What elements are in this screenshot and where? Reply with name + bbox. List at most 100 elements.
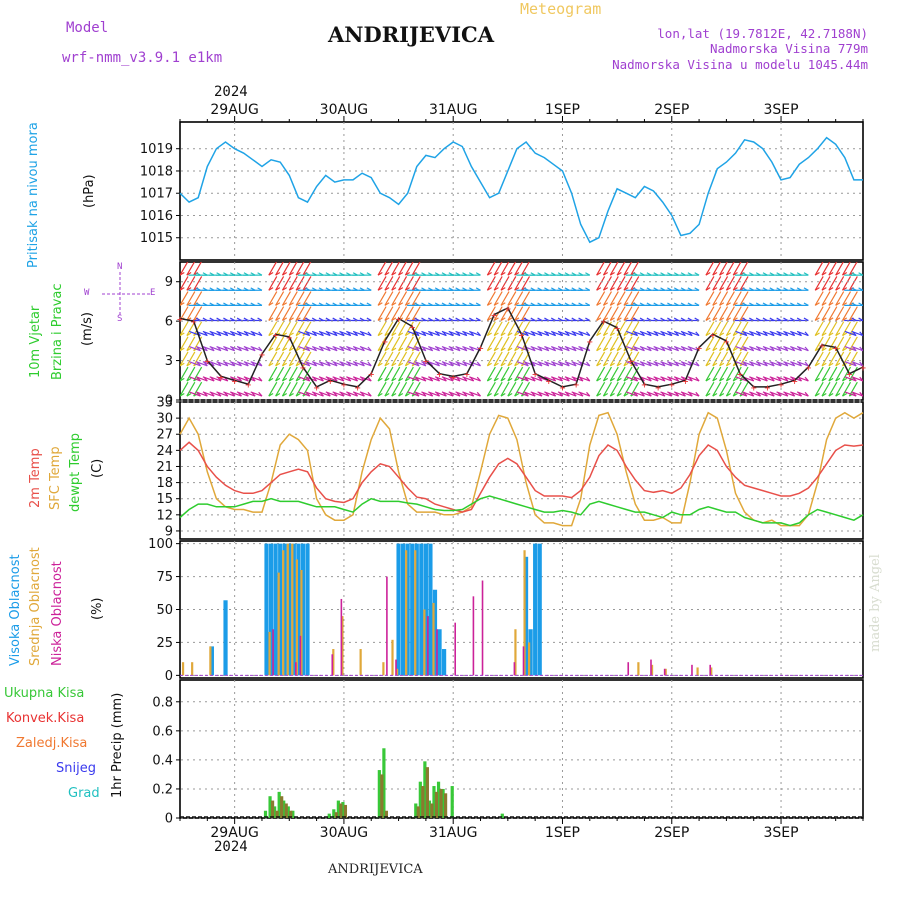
- precip-legend-zaledj: Zaledj.Kisa: [16, 736, 88, 751]
- cloud-bar: [401, 543, 406, 676]
- cloud-bar: [472, 596, 475, 676]
- precip-bar: [341, 802, 345, 818]
- wind-marker: +: [723, 337, 729, 348]
- wind-marker: +: [232, 376, 238, 387]
- wind-marker: +: [833, 343, 839, 354]
- y-tick-label: 3: [165, 354, 173, 369]
- compass-s-label: S: [117, 314, 123, 324]
- x-tick-label-bottom: 2SEP: [654, 825, 689, 841]
- cloud-bar: [395, 668, 399, 676]
- wind-marker: +: [314, 383, 320, 394]
- y-tick-label: 1017: [140, 187, 173, 202]
- wind-marker: +: [368, 370, 374, 381]
- precip-bar: [282, 800, 286, 818]
- wind-marker: +: [669, 380, 675, 391]
- cloud-bar: [427, 616, 429, 676]
- x-tick-label-bottom: 3SEP: [763, 825, 798, 841]
- wind-marker: +: [518, 330, 524, 341]
- elevation-label: Nadmorska Visina 779m: [709, 41, 868, 56]
- cloud-bar: [359, 649, 362, 676]
- x-tick-label-top: 31AUG: [429, 102, 478, 118]
- cloud-bar: [181, 662, 185, 676]
- wind-marker: +: [546, 376, 552, 387]
- y-tick-label: 0.8: [152, 695, 173, 710]
- cloud-bar: [436, 629, 438, 676]
- wind-marker: +: [682, 376, 688, 387]
- y-tick-label: 1019: [140, 142, 173, 157]
- precip-legend-grad: Grad: [68, 786, 100, 801]
- precip-bar: [418, 781, 422, 818]
- cloud-bar: [386, 576, 388, 676]
- cloud-bar: [395, 659, 397, 676]
- compass-e-label: E: [150, 288, 156, 298]
- cloud-bar: [391, 639, 394, 676]
- precip-bar: [334, 812, 338, 818]
- precip-bar: [336, 800, 340, 818]
- cloud-bar: [414, 550, 417, 676]
- wind-marker: +: [273, 330, 279, 341]
- model-name: wrf-nmm_v3.9.1 e1km: [62, 50, 223, 66]
- cloud-bar: [405, 543, 410, 676]
- cloud-bar: [295, 662, 297, 676]
- precip-bar: [439, 788, 443, 818]
- y-tick-label: 100: [148, 537, 173, 552]
- y-tick-label: 27: [156, 428, 173, 443]
- wind-marker: +: [478, 343, 484, 354]
- y-tick-label: 25: [156, 636, 173, 651]
- cloud-bar: [282, 550, 285, 676]
- cloud-bar: [637, 662, 640, 676]
- cloud-bar: [405, 550, 408, 676]
- cloud-bar: [437, 629, 442, 676]
- precip-bar: [384, 810, 388, 818]
- y-tick-label: 0.6: [152, 724, 173, 739]
- wind-marker: +: [614, 324, 620, 335]
- x-tick-label-top: 30AUG: [320, 102, 369, 118]
- cloud-bar: [454, 622, 456, 676]
- cloud-bar: [295, 559, 298, 676]
- footer-title: ANDRIJEVICA: [328, 862, 423, 877]
- x-tick-label-top: 1SEP: [545, 102, 580, 118]
- cloud-bar: [710, 667, 713, 676]
- cloud-bar: [528, 629, 533, 676]
- y-tick-label: 0: [165, 669, 173, 684]
- wind-marker: +: [628, 357, 634, 368]
- cloud-bar: [268, 631, 271, 676]
- precip-legend-snijeg: Snijeg: [56, 761, 96, 776]
- wind-marker: +: [409, 322, 415, 333]
- precip-bar: [268, 796, 272, 818]
- cloud-bar: [277, 572, 280, 676]
- wind-marker: +: [846, 370, 852, 381]
- precip-bar: [434, 791, 439, 818]
- wind-marker: +: [792, 376, 798, 387]
- wind-marker: +: [737, 370, 743, 381]
- x-tick-label-top: 2SEP: [654, 102, 689, 118]
- x-tick-label-bottom: 1SEP: [545, 825, 580, 841]
- cloud-bar: [331, 654, 334, 676]
- cloud-bar: [691, 664, 693, 676]
- cloud-bar: [410, 543, 415, 676]
- wind-marker: +: [355, 383, 361, 394]
- y-tick-label: 0.4: [152, 753, 173, 768]
- wind-marker: +: [464, 370, 470, 381]
- cloud-bar: [441, 649, 447, 676]
- y-tick-label: 9: [165, 275, 173, 290]
- x-tick-label-bottom: 29AUG: [210, 825, 259, 841]
- wind-marker: +: [300, 363, 306, 374]
- wind-marker: +: [710, 330, 716, 341]
- y-tick-label: 6: [165, 315, 173, 330]
- wind-marker: +: [286, 333, 292, 344]
- y-tick-label: 0: [165, 394, 173, 409]
- cloud-bar: [650, 659, 652, 676]
- precip-bar: [443, 793, 448, 818]
- y-tick-label: 75: [156, 570, 173, 585]
- y-tick-label: 1016: [140, 209, 173, 224]
- wind-marker: +: [559, 383, 565, 394]
- precip-bar: [270, 800, 275, 818]
- sfc-temp-line: [179, 411, 864, 527]
- cloud-bar: [513, 662, 516, 676]
- y-tick-label: 24: [156, 444, 173, 459]
- panel-frame: [179, 679, 864, 819]
- x-tick-label-top: 29AUG: [210, 102, 259, 118]
- x-tick-label-top: 3SEP: [763, 102, 798, 118]
- wind-marker: +: [764, 383, 770, 394]
